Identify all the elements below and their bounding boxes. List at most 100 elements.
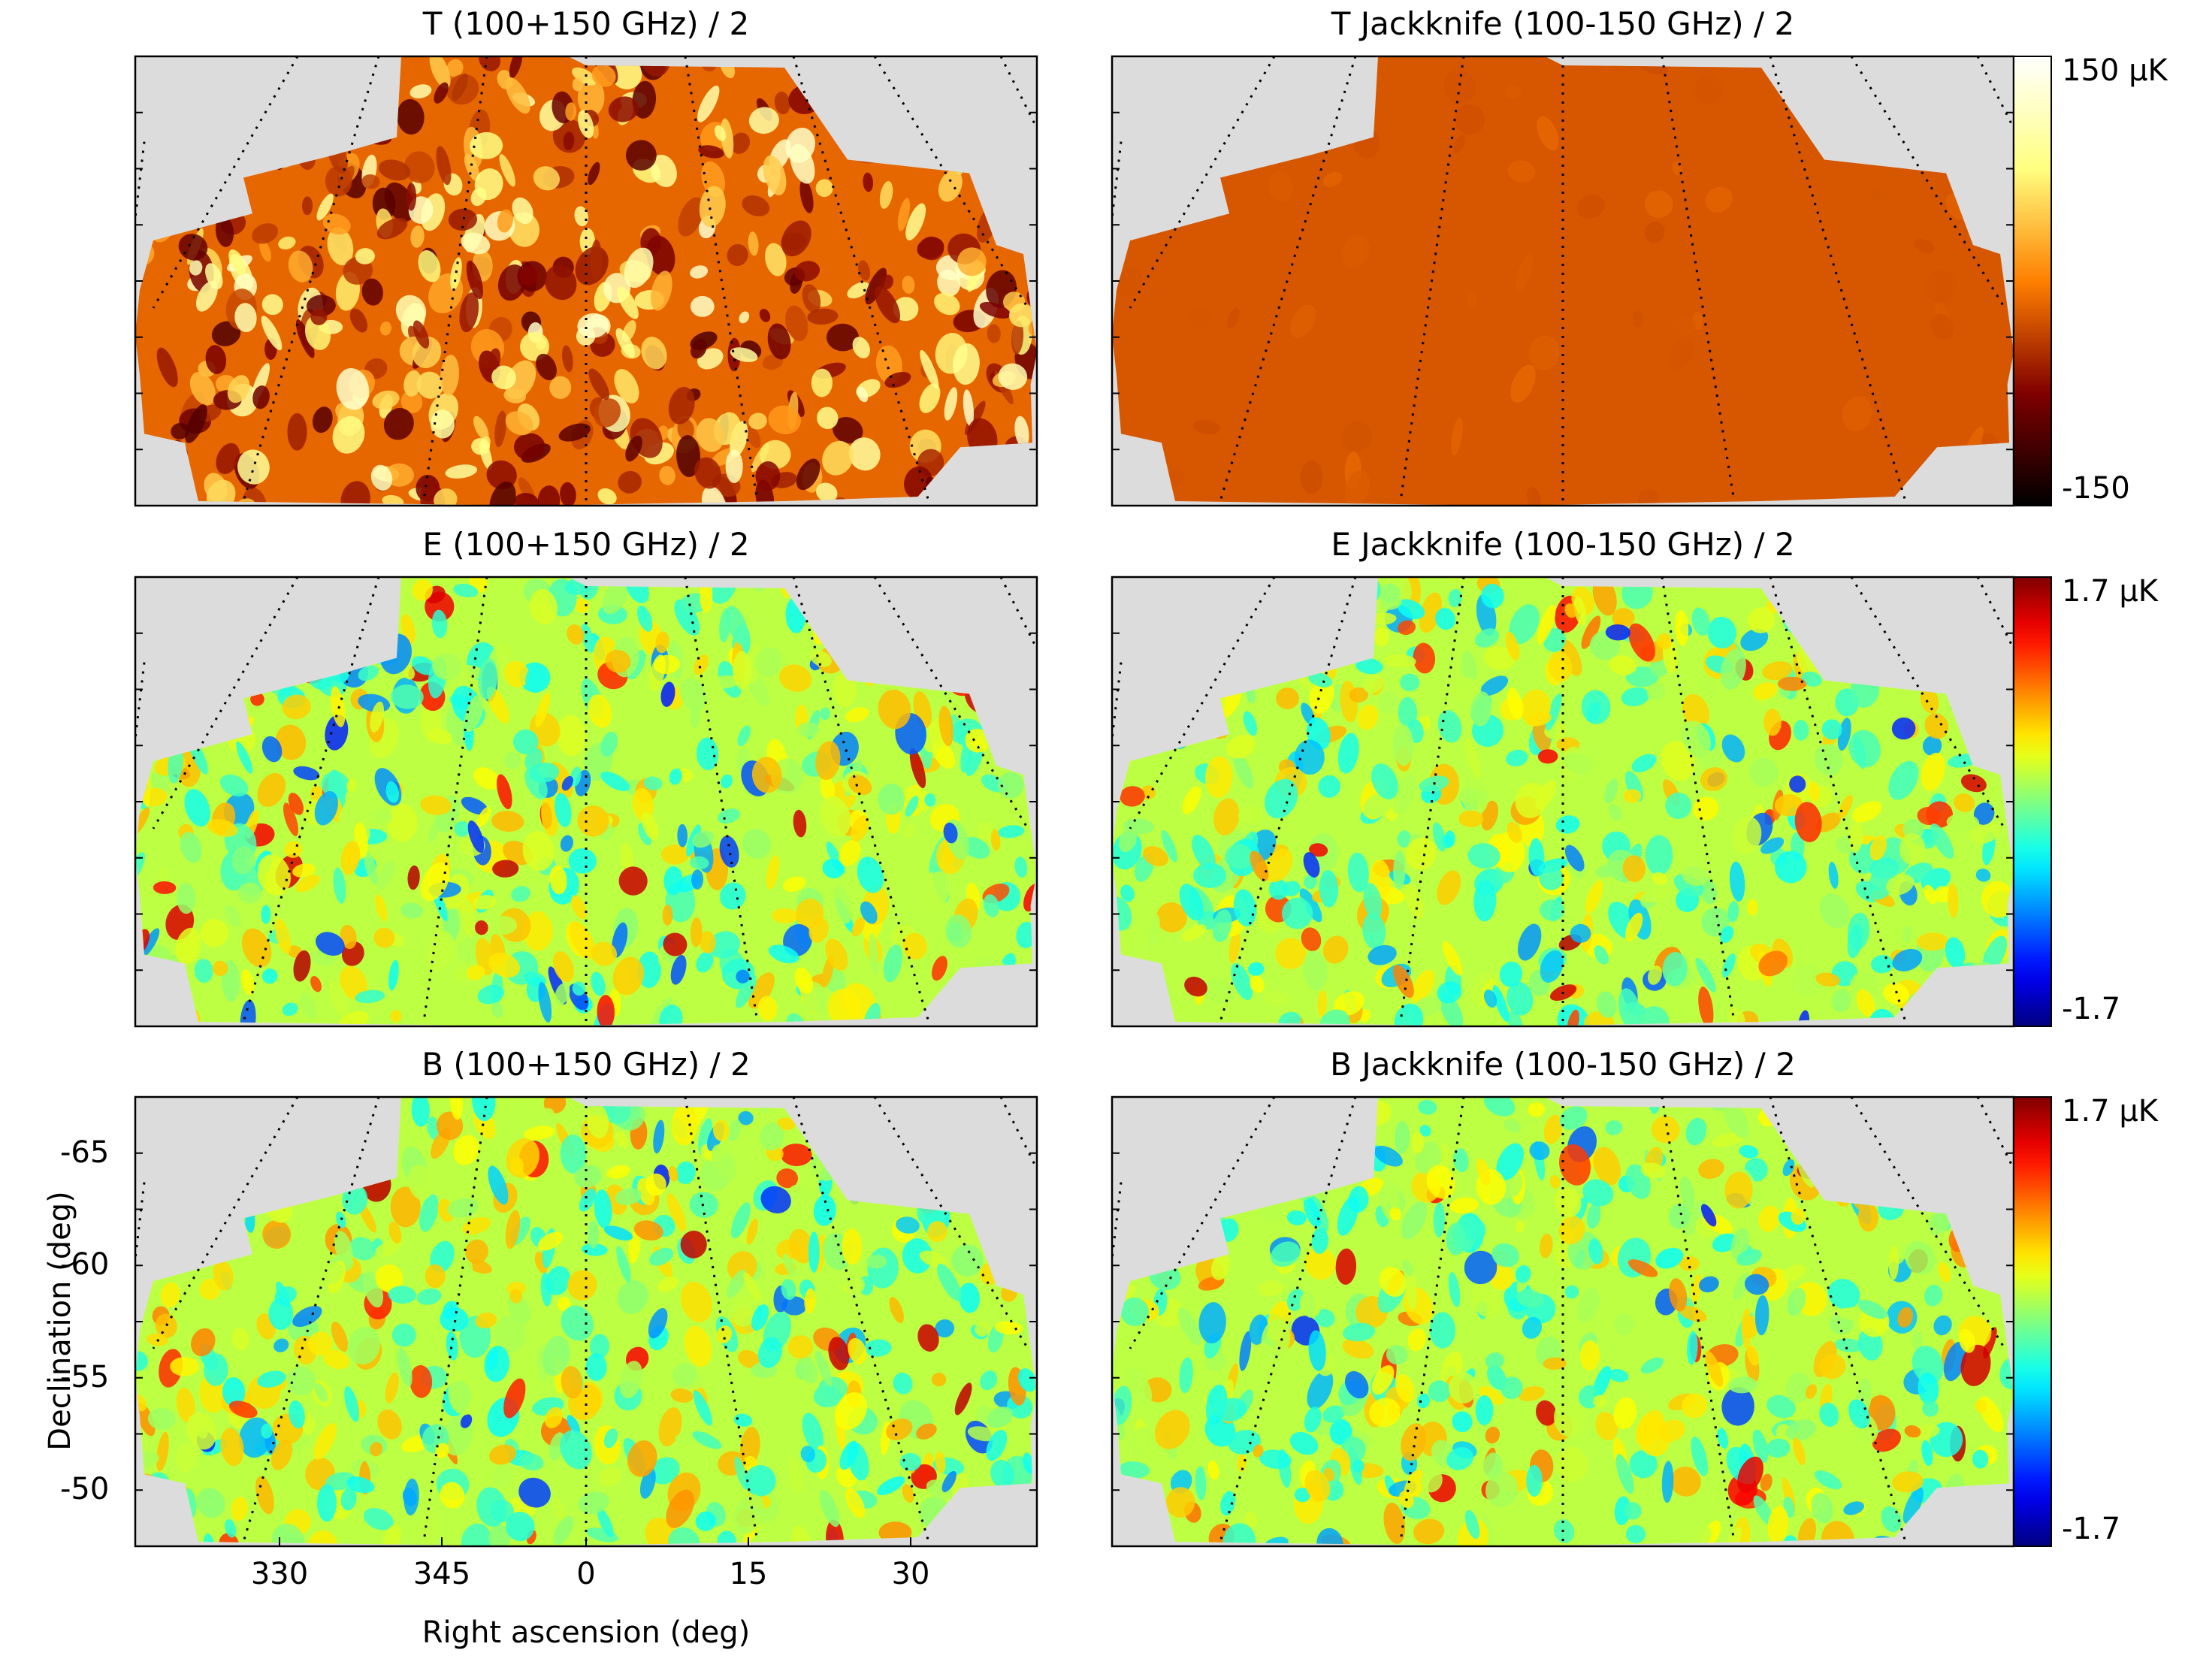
map-feature — [1548, 651, 1573, 682]
map-feature — [1316, 1527, 1343, 1546]
map-feature — [489, 481, 516, 506]
map-feature — [782, 1253, 796, 1277]
map-feature — [1640, 1162, 1666, 1179]
map-feature — [581, 1243, 608, 1256]
map-feature — [1342, 1338, 1374, 1359]
map-feature — [905, 796, 919, 817]
map-feature — [412, 579, 433, 601]
map-feature — [624, 247, 654, 289]
map-feature — [781, 1279, 796, 1301]
map-feature — [954, 1382, 972, 1416]
map-feature — [1588, 1238, 1603, 1265]
map-feature — [699, 186, 726, 228]
map-feature — [1170, 1470, 1192, 1494]
map-feature — [1500, 1376, 1523, 1399]
map-feature — [1698, 1159, 1724, 1180]
map-feature — [446, 74, 479, 105]
colorbar-t-min-label: -150 — [2062, 471, 2130, 506]
map-feature — [1921, 1440, 1933, 1467]
map-feature — [336, 1211, 346, 1228]
map-feature — [1627, 1259, 1658, 1277]
map-feature — [293, 950, 311, 982]
map-feature — [1476, 1158, 1491, 1186]
map-feature — [1226, 734, 1256, 759]
map-feature — [1008, 303, 1035, 328]
ra-gridline — [873, 56, 1029, 309]
map-feature — [1448, 589, 1462, 608]
map-feature — [1394, 1003, 1424, 1026]
map-feature — [295, 875, 320, 893]
map-feature — [567, 624, 585, 645]
map-feature — [513, 433, 545, 461]
map-feature — [1593, 1395, 1607, 1408]
map-feature — [1304, 1247, 1336, 1280]
map-feature — [416, 371, 443, 399]
map-feature — [790, 144, 815, 184]
map-feature — [600, 772, 630, 792]
map-feature — [689, 856, 709, 869]
map-feature — [379, 321, 391, 336]
map-feature — [340, 481, 370, 506]
map-feature — [1928, 1209, 1951, 1235]
map-feature — [1705, 678, 1718, 699]
map-feature — [1369, 1397, 1401, 1428]
map-feature — [574, 1165, 602, 1189]
map-feature — [1295, 739, 1325, 775]
map-feature — [339, 165, 355, 190]
map-feature — [1831, 989, 1851, 1013]
map-feature — [282, 694, 311, 720]
map-feature — [563, 131, 575, 150]
ra-gridline — [1129, 56, 1276, 309]
map-feature — [1758, 1205, 1780, 1232]
map-feature — [897, 198, 911, 231]
map-feature — [641, 337, 667, 370]
map-feature — [488, 348, 501, 370]
map-feature — [252, 223, 279, 244]
map-feature — [616, 1246, 631, 1283]
map-feature — [1973, 802, 1995, 825]
map-feature — [1662, 952, 1688, 987]
map-feature — [1023, 1452, 1035, 1474]
map-feature — [1458, 810, 1484, 828]
map-feature — [292, 863, 316, 878]
map-feature — [793, 809, 807, 838]
map-feature — [275, 918, 292, 954]
map-feature — [240, 999, 256, 1026]
map-feature — [663, 932, 688, 956]
map-feature — [1401, 1201, 1428, 1240]
map-feature — [1612, 608, 1635, 627]
map-feature — [1269, 878, 1289, 900]
map-feature — [1758, 950, 1788, 977]
map-feature — [953, 343, 980, 385]
map-feature — [787, 1335, 814, 1359]
map-feature — [638, 823, 652, 846]
map-feature — [355, 990, 385, 1004]
map-feature — [225, 905, 241, 927]
map-feature — [1679, 1255, 1700, 1271]
map-feature — [409, 84, 432, 99]
map-feature — [1244, 1511, 1258, 1528]
map-feature — [1834, 1338, 1863, 1352]
map-feature — [1888, 760, 1919, 800]
map-feature — [331, 1321, 349, 1352]
map-feature — [257, 1370, 286, 1388]
map-feature — [738, 1110, 754, 1126]
map-feature — [1262, 990, 1290, 1005]
map-feature — [1322, 171, 1343, 187]
map-feature — [1661, 1461, 1674, 1503]
map-feature — [533, 166, 561, 191]
map-feature — [1370, 612, 1397, 625]
map-feature — [1922, 1400, 1939, 1417]
map-feature — [1268, 171, 1294, 202]
map-feature — [1492, 985, 1510, 1022]
map-feature — [781, 220, 811, 257]
map-feature — [1378, 690, 1398, 715]
map-feature — [965, 728, 990, 753]
map-feature — [340, 1488, 357, 1511]
map-feature — [1276, 687, 1299, 710]
map-feature — [1485, 1426, 1500, 1444]
map-feature — [1304, 1470, 1331, 1502]
map-feature — [649, 1247, 674, 1266]
map-feature — [670, 1388, 694, 1403]
map-feature — [262, 1219, 292, 1249]
